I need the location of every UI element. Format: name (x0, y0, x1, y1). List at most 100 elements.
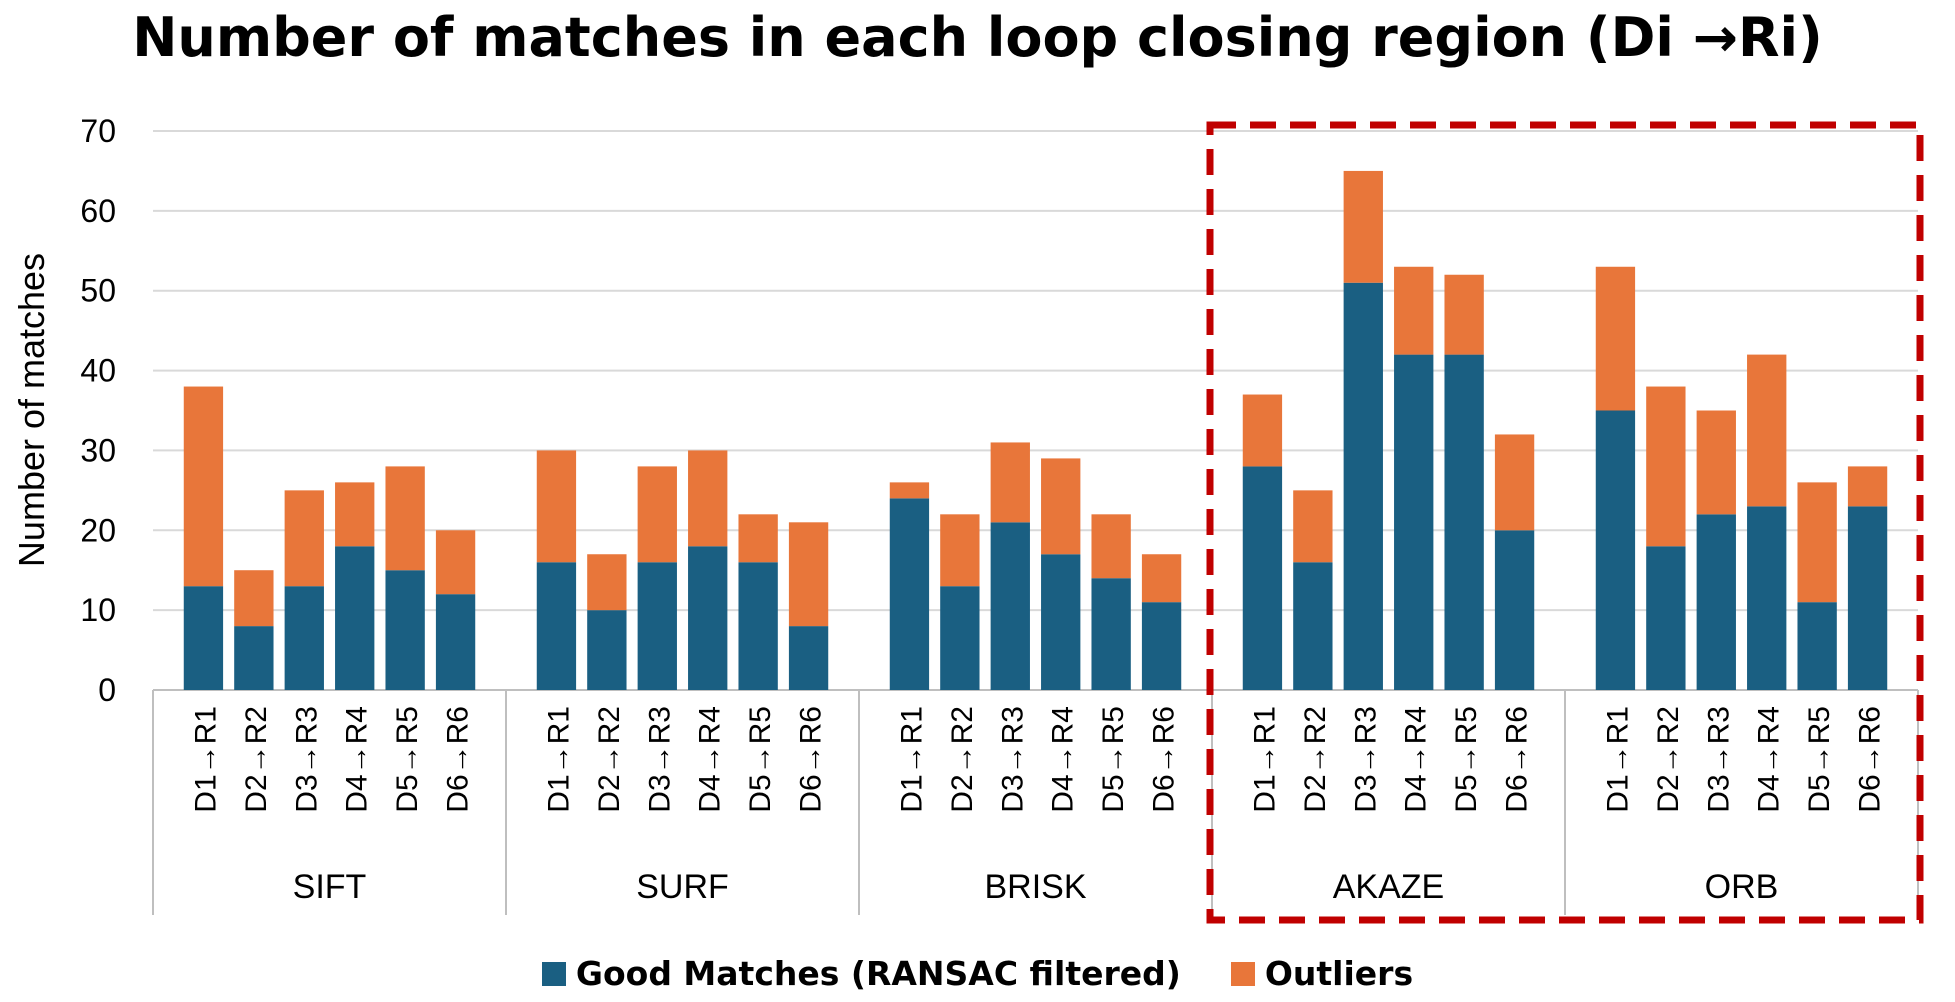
bar-good (1646, 546, 1686, 690)
bar-outliers (1797, 482, 1837, 603)
bar-outliers (889, 482, 930, 499)
x-tick-label: D4→R4 (694, 706, 727, 813)
x-tick-label: D2→R2 (1652, 706, 1685, 813)
bar-good (1141, 602, 1182, 690)
x-tick-label: D4→R4 (1400, 706, 1433, 813)
y-tick-label: 0 (98, 672, 116, 708)
bar-outliers (1242, 394, 1283, 467)
y-tick-label: 50 (80, 273, 116, 309)
bar-good (183, 586, 224, 690)
legend-label-good: Good Matches (RANSAC filtered) (575, 954, 1181, 993)
bar-outliers (1747, 354, 1787, 507)
y-tick-label: 60 (80, 193, 116, 229)
x-tick-label: D1→R1 (542, 706, 575, 813)
x-tick-label: D3→R3 (290, 706, 323, 813)
bar-outliers (1595, 266, 1636, 411)
bar-outliers (738, 514, 778, 563)
bar-outliers (1293, 490, 1333, 563)
bar-outliers (1444, 274, 1484, 355)
bar-good (1444, 354, 1484, 690)
y-tick-label: 10 (80, 592, 116, 628)
bar-good (1494, 530, 1535, 690)
x-tick-label: D1→R1 (895, 706, 928, 813)
x-tick-label: D6→R6 (795, 706, 828, 813)
bar-good (1343, 282, 1383, 690)
x-tick-label: D5→R5 (1803, 706, 1836, 813)
legend-label-outliers: Outliers (1264, 954, 1414, 993)
legend: Good Matches (RANSAC filtered) Outliers (0, 954, 1955, 993)
x-tick-label: D1→R1 (1248, 706, 1281, 813)
x-tick-label: D3→R3 (996, 706, 1029, 813)
bar-outliers (1141, 554, 1182, 603)
x-tick-label: D1→R1 (1601, 706, 1634, 813)
bar-outliers (284, 490, 324, 587)
group-label: SURF (636, 868, 729, 906)
bar-outliers (183, 386, 224, 587)
bar-good (1293, 562, 1333, 690)
chart-title: Number of matches in each loop closing r… (132, 6, 1823, 69)
x-tick-label: D2→R2 (240, 706, 273, 813)
x-tick-label: D6→R6 (1148, 706, 1181, 813)
bar-good (637, 562, 677, 690)
bar-good (234, 626, 274, 690)
highlight-box (1206, 121, 1924, 924)
bar-good (738, 562, 778, 690)
bar-outliers (788, 522, 829, 627)
bar-outliers (637, 466, 677, 563)
bar-outliers (1041, 458, 1081, 555)
y-tick-label: 40 (80, 353, 116, 389)
y-tick-label: 70 (80, 113, 116, 149)
bar-outliers (234, 570, 274, 627)
x-tick-label: D5→R5 (1097, 706, 1130, 813)
bar-good (1797, 602, 1837, 690)
y-tick-label: 20 (80, 512, 116, 548)
bar-good (1242, 466, 1283, 690)
group-label: SIFT (293, 868, 367, 906)
x-tick-label: D1→R1 (189, 706, 222, 813)
x-tick-label: D2→R2 (593, 706, 626, 813)
legend-item-good: Good Matches (RANSAC filtered) (541, 954, 1181, 993)
bar-outliers (335, 482, 375, 547)
bar-good (587, 610, 627, 690)
bar-good (536, 562, 577, 690)
bar-good (1747, 506, 1787, 690)
x-tick-label: D4→R4 (1753, 706, 1786, 813)
x-tick-label: D5→R5 (744, 706, 777, 813)
bar-outliers (385, 466, 425, 571)
bar-good (788, 626, 829, 690)
bar-good (889, 498, 930, 690)
bar-good (940, 586, 980, 690)
group-label: BRISK (984, 868, 1086, 906)
y-tick-label: 30 (80, 432, 116, 468)
bar-outliers (688, 450, 728, 547)
x-tick-label: D6→R6 (1501, 706, 1534, 813)
x-tick-label: D3→R3 (1349, 706, 1382, 813)
bar-outliers (1343, 170, 1383, 283)
x-tick-label: D2→R2 (946, 706, 979, 813)
x-tick-label: D3→R3 (1702, 706, 1735, 813)
bar-good (688, 546, 728, 690)
bar-good (284, 586, 324, 690)
x-tick-label: D3→R3 (643, 706, 676, 813)
legend-swatch-outliers (1230, 961, 1255, 986)
x-tick-label: D6→R6 (442, 706, 475, 813)
bar-outliers (940, 514, 980, 587)
group-label: ORB (1705, 868, 1779, 906)
x-tick-label: D5→R5 (391, 706, 424, 813)
bar-outliers (1394, 266, 1434, 355)
bar-outliers (1494, 434, 1535, 531)
bar-outliers (1847, 466, 1888, 507)
bar-good (1696, 514, 1736, 690)
bar-good (1847, 506, 1888, 690)
x-tick-label: D2→R2 (1299, 706, 1332, 813)
x-tick-label: D5→R5 (1450, 706, 1483, 813)
bar-good (1091, 578, 1131, 690)
legend-swatch-good (541, 961, 566, 986)
legend-item-outliers: Outliers (1230, 954, 1414, 993)
bar-good (1394, 354, 1434, 690)
bar-outliers (587, 554, 627, 611)
bar-outliers (435, 530, 476, 595)
bar-outliers (990, 442, 1030, 523)
group-label: AKAZE (1333, 868, 1444, 906)
